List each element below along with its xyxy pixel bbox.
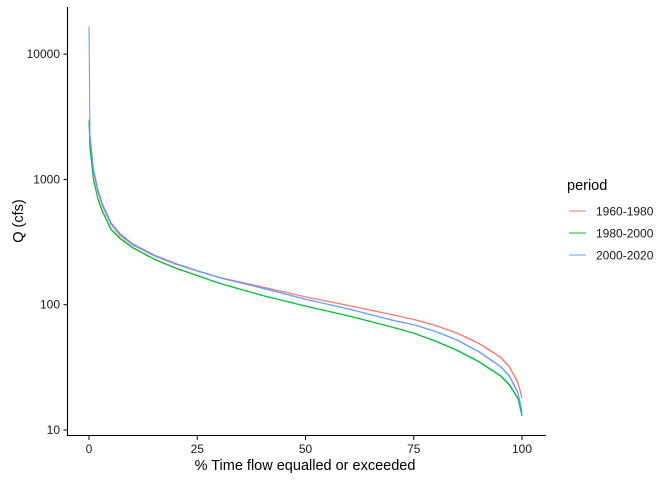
y-axis-ticks: 10 100 1000 10000 bbox=[27, 47, 68, 437]
y-tick-label: 10000 bbox=[27, 47, 61, 61]
x-axis-ticks: 0 25 50 75 100 bbox=[86, 435, 532, 456]
x-tick-label: 100 bbox=[512, 442, 532, 456]
x-tick-label: 0 bbox=[86, 442, 93, 456]
x-tick-label: 25 bbox=[191, 442, 205, 456]
y-axis-title: Q (cfs) bbox=[11, 199, 27, 243]
x-axis-title: % Time flow equalled or exceeded bbox=[195, 458, 416, 474]
legend-title: period bbox=[567, 178, 607, 194]
legend-label: 2000-2020 bbox=[596, 249, 654, 263]
legend: period 1960-1980 1980-2000 2000-2020 bbox=[567, 178, 654, 263]
x-tick-label: 50 bbox=[299, 442, 313, 456]
legend-label: 1960-1980 bbox=[596, 205, 654, 219]
y-tick-label: 100 bbox=[40, 298, 60, 312]
series-line-2000-2020 bbox=[88, 26, 523, 413]
series-line-1960-1980 bbox=[88, 119, 523, 399]
y-tick-label: 10 bbox=[47, 423, 61, 437]
y-tick-label: 1000 bbox=[33, 172, 60, 186]
plot-area bbox=[88, 26, 523, 417]
x-tick-label: 75 bbox=[407, 442, 421, 456]
series-line-1980-2000 bbox=[88, 120, 523, 417]
legend-label: 1980-2000 bbox=[596, 227, 654, 241]
